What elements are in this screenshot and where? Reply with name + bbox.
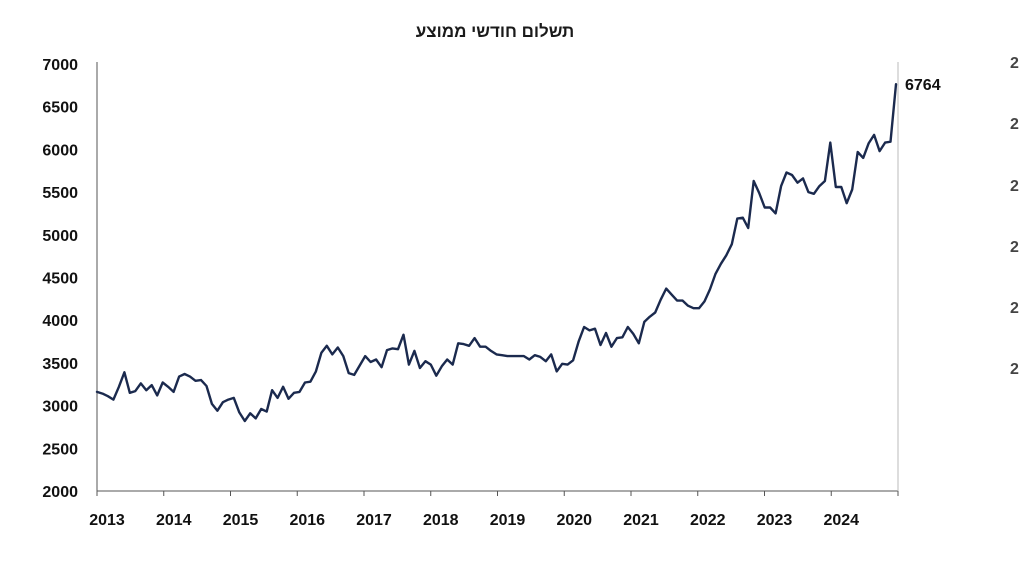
y-tick-label: 3500 <box>42 356 78 373</box>
y-tick-label: 4500 <box>42 271 78 288</box>
x-tick-label: 2017 <box>356 512 392 529</box>
cropped-tick: 2 <box>1010 178 1019 195</box>
x-tick-label: 2016 <box>289 512 325 529</box>
chart-title: תשלום חודשי ממוצע <box>415 22 575 41</box>
y-tick-label: 5000 <box>42 228 78 245</box>
x-tick-label: 2015 <box>223 512 259 529</box>
series-layer <box>95 83 898 423</box>
cropped-tick: 2 <box>1010 55 1019 72</box>
x-tick-label: 2023 <box>757 512 793 529</box>
x-tick-label: 2022 <box>690 512 726 529</box>
axes <box>96 62 899 492</box>
y-tick-label: 6000 <box>42 142 78 159</box>
y-tick-label: 5500 <box>42 185 78 202</box>
cropped-tick: 2 <box>1010 300 1019 317</box>
y-tick-label: 2000 <box>42 484 78 501</box>
cropped-tick: 2 <box>1010 116 1019 133</box>
secondary-axis-cropped: 2 2 2 2 2 2 <box>1010 55 1019 378</box>
y-tick-label: 7000 <box>42 57 78 74</box>
series-line <box>95 83 898 423</box>
x-tick-label: 2024 <box>823 512 859 529</box>
end-value-label: 6764 <box>905 77 941 94</box>
cropped-tick: 2 <box>1010 239 1019 256</box>
annotations: 6764 <box>905 77 941 94</box>
x-tick-label: 2014 <box>156 512 192 529</box>
cropped-tick: 2 <box>1010 361 1019 378</box>
y-tick-label: 6500 <box>42 100 78 117</box>
x-tick-label: 2013 <box>89 512 125 529</box>
y-tick-label: 4000 <box>42 313 78 330</box>
y-tick-label: 3000 <box>42 399 78 416</box>
x-tick-label: 2019 <box>490 512 526 529</box>
x-tick-label: 2021 <box>623 512 659 529</box>
y-tick-label: 2500 <box>42 441 78 458</box>
x-tick-label: 2018 <box>423 512 459 529</box>
tick-labels: 2000 2500 3000 3500 4000 4500 5000 5500 6000 6500… <box>42 57 899 529</box>
x-tick-label: 2020 <box>556 512 592 529</box>
